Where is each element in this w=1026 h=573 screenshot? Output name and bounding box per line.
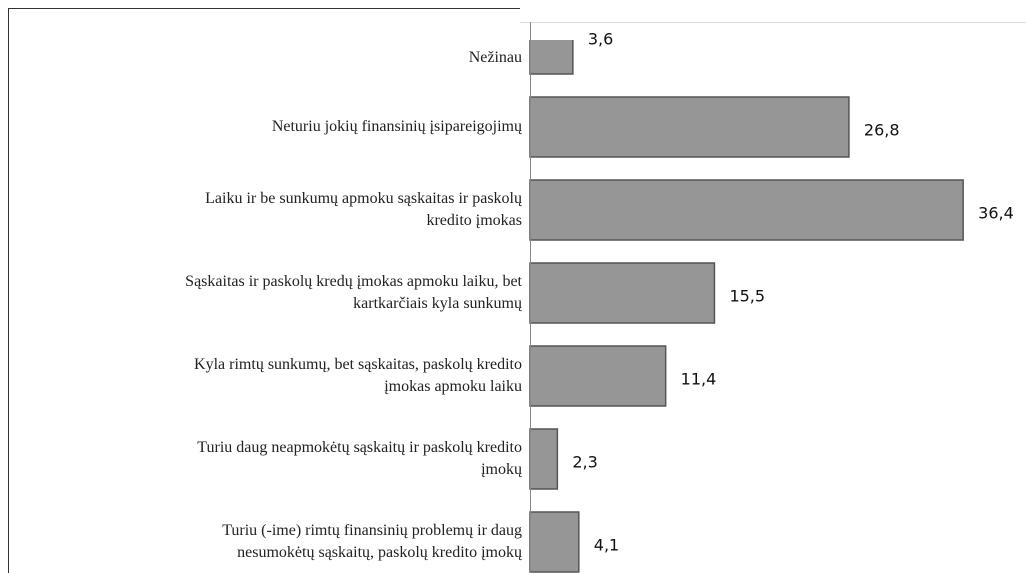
value-label: 26,8 xyxy=(864,121,900,140)
category-label: Turiu (-ime) rimtų finansinių problemų i… xyxy=(222,522,522,561)
bar xyxy=(529,262,716,324)
value-label: 2,3 xyxy=(572,453,597,472)
category-label: Turiu daug neapmokėtų sąskaitų ir paskol… xyxy=(197,439,522,478)
bar xyxy=(529,179,964,241)
value-label: 11,4 xyxy=(681,370,717,389)
category-label: Sąskaitas ir paskolų kredų įmokas apmoku… xyxy=(185,273,522,312)
bar xyxy=(529,345,667,407)
category-label: Nežinau xyxy=(468,49,522,66)
category-label: Neturiu jokių finansinių įsipareigojimų xyxy=(271,118,522,135)
bar xyxy=(529,428,559,490)
bar xyxy=(529,40,574,75)
bar xyxy=(529,96,850,158)
value-label: 3,6 xyxy=(588,30,613,49)
value-label: 36,4 xyxy=(978,204,1014,223)
category-label: Laiku ir be sunkumų apmoku sąskaitas ir … xyxy=(205,190,522,229)
value-label: 15,5 xyxy=(729,287,765,306)
bar xyxy=(529,511,580,573)
category-label: Kyla rimtų sunkumų, bet sąskaitas, pasko… xyxy=(194,356,522,395)
value-label: 4,1 xyxy=(594,536,619,555)
